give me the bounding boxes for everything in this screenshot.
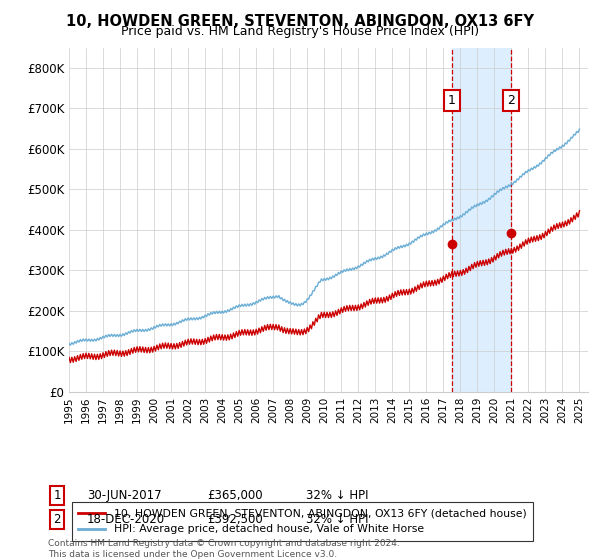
Text: 2: 2	[507, 94, 515, 107]
Text: 1: 1	[53, 489, 61, 502]
Text: This data is licensed under the Open Government Licence v3.0.: This data is licensed under the Open Gov…	[48, 550, 337, 559]
Text: 32% ↓ HPI: 32% ↓ HPI	[306, 513, 368, 526]
Text: 1: 1	[448, 94, 456, 107]
Text: 30-JUN-2017: 30-JUN-2017	[87, 489, 161, 502]
Text: £392,500: £392,500	[207, 513, 263, 526]
Text: 2: 2	[53, 513, 61, 526]
Text: 18-DEC-2020: 18-DEC-2020	[87, 513, 165, 526]
Text: Contains HM Land Registry data © Crown copyright and database right 2024.: Contains HM Land Registry data © Crown c…	[48, 539, 400, 548]
Text: 32% ↓ HPI: 32% ↓ HPI	[306, 489, 368, 502]
Text: Price paid vs. HM Land Registry's House Price Index (HPI): Price paid vs. HM Land Registry's House …	[121, 25, 479, 38]
Bar	[452, 48, 511, 392]
Text: 10, HOWDEN GREEN, STEVENTON, ABINGDON, OX13 6FY: 10, HOWDEN GREEN, STEVENTON, ABINGDON, O…	[66, 14, 534, 29]
Legend: 10, HOWDEN GREEN, STEVENTON, ABINGDON, OX13 6FY (detached house), HPI: Average p: 10, HOWDEN GREEN, STEVENTON, ABINGDON, O…	[72, 502, 533, 541]
Text: £365,000: £365,000	[207, 489, 263, 502]
